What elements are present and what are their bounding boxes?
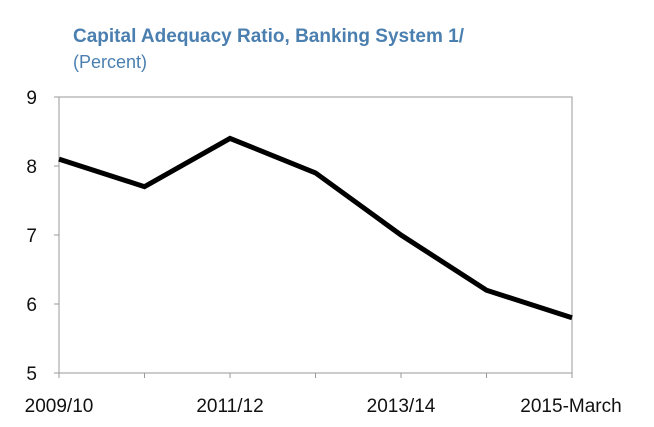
y-axis: 5 6 7 8 9: [26, 88, 59, 385]
x-tick-label: 2009/10: [25, 396, 94, 417]
x-tick-label: 2011/12: [196, 396, 263, 417]
x-tick-label: 2015-March: [520, 396, 621, 417]
series-group: [58, 135, 573, 321]
x-tick-label: 2013/14: [367, 396, 436, 417]
y-tick-label: 8: [26, 157, 37, 178]
series-line: [58, 135, 573, 321]
chart-title: Capital Adequacy Ratio, Banking System 1…: [73, 26, 465, 47]
y-tick-label: 9: [26, 88, 37, 109]
y-tick-label: 5: [26, 364, 37, 385]
y-tick-label: 6: [26, 295, 37, 316]
x-axis: 2009/10 2011/12 2013/14 2015-March: [25, 373, 622, 417]
chart-subtitle: (Percent): [73, 52, 148, 72]
plot-area-frame: [58, 96, 573, 374]
y-tick-label: 7: [26, 226, 37, 247]
